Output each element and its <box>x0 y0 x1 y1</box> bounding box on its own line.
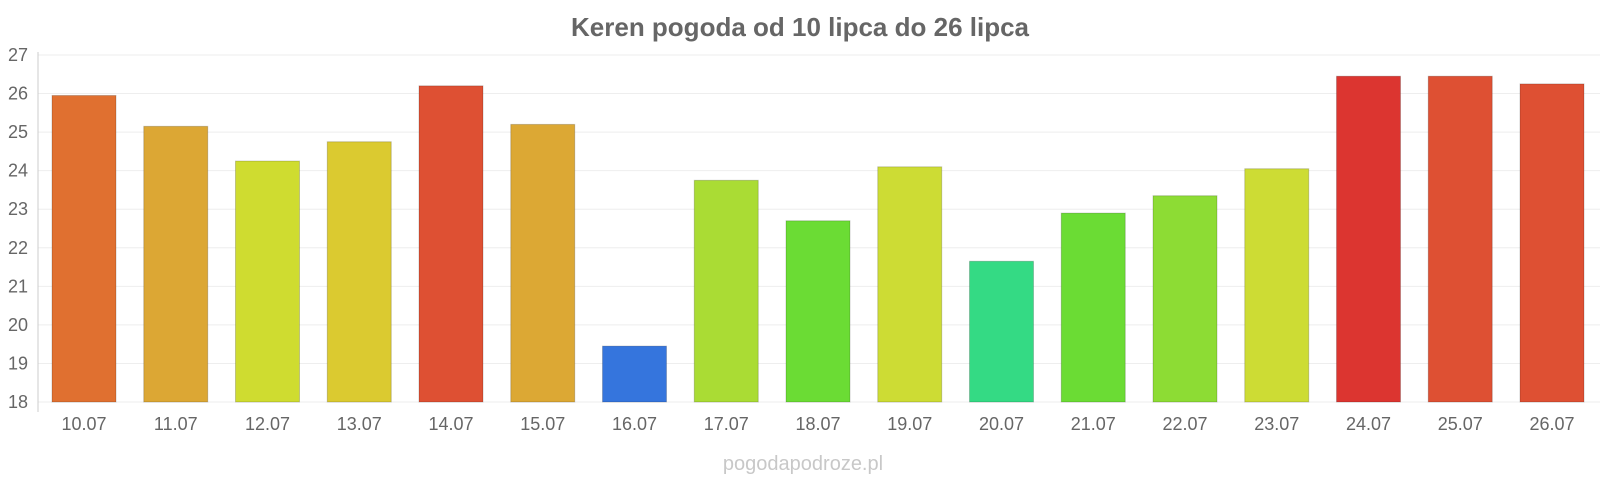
bar-17.07 <box>693 179 759 403</box>
x-axis-ticks: 10.07 11.07 12.07 13.07 14.07 15.07 16.07 17.07… <box>61 414 1574 434</box>
bar-11.07 <box>143 125 209 403</box>
y-axis-ticks: 18 19 20 21 22 23 24 25 26 27 <box>8 45 28 412</box>
y-tick-label: 19 <box>8 353 28 373</box>
y-tick-label: 27 <box>8 45 28 65</box>
bar-20.07 <box>969 260 1034 403</box>
chart-title: Keren pogoda od 10 lipca do 26 lipca <box>571 12 1030 42</box>
y-tick-label: 26 <box>8 84 28 104</box>
x-tick-label: 18.07 <box>795 414 840 434</box>
x-tick-label: 13.07 <box>337 414 382 434</box>
bars <box>51 75 1585 403</box>
y-tick-label: 20 <box>8 315 28 335</box>
bar-25.07 <box>1427 75 1493 403</box>
bar-22.07 <box>1152 195 1218 403</box>
x-tick-label: 24.07 <box>1346 414 1391 434</box>
y-tick-label: 22 <box>8 238 28 258</box>
y-tick-label: 24 <box>8 161 28 181</box>
x-tick-label: 10.07 <box>61 414 106 434</box>
bar-26.07 <box>1519 83 1585 403</box>
x-tick-label: 22.07 <box>1162 414 1207 434</box>
bar-14.07 <box>418 85 484 403</box>
x-tick-label: 26.07 <box>1529 414 1574 434</box>
y-tick-label: 25 <box>8 122 28 142</box>
y-tick-label: 18 <box>8 392 28 412</box>
x-tick-label: 11.07 <box>154 414 198 434</box>
x-tick-label: 25.07 <box>1438 414 1483 434</box>
x-tick-label: 16.07 <box>612 414 657 434</box>
x-tick-label: 17.07 <box>704 414 749 434</box>
x-tick-label: 20.07 <box>979 414 1024 434</box>
bar-13.07 <box>326 141 392 403</box>
bar-19.07 <box>877 166 943 403</box>
bar-10.07 <box>51 94 117 403</box>
x-tick-label: 21.07 <box>1071 414 1116 434</box>
x-tick-label: 23.07 <box>1254 414 1299 434</box>
bar-24.07 <box>1336 75 1401 403</box>
bar-21.07 <box>1060 212 1126 403</box>
x-tick-label: 19.07 <box>887 414 932 434</box>
y-tick-label: 21 <box>8 276 28 296</box>
bar-16.07 <box>602 345 667 403</box>
x-tick-label: 12.07 <box>245 414 290 434</box>
bar-18.07 <box>785 220 851 403</box>
bar-12.07 <box>235 160 300 403</box>
bar-23.07 <box>1244 168 1310 403</box>
source-credit: pogodapodroze.pl <box>723 453 883 475</box>
bar-15.07 <box>510 123 576 403</box>
x-tick-label: 14.07 <box>428 414 473 434</box>
x-tick-label: 15.07 <box>520 414 565 434</box>
y-tick-label: 23 <box>8 199 28 219</box>
